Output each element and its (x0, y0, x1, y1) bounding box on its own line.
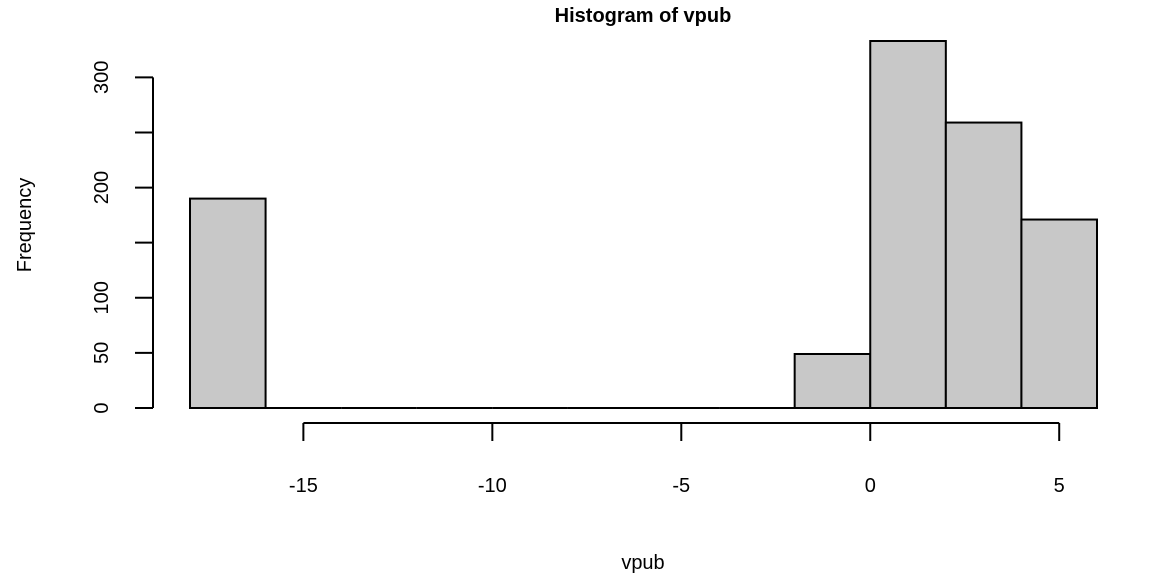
y-tick-label: 0 (91, 402, 113, 413)
chart-title: Histogram of vpub (555, 5, 732, 27)
x-axis: -15 -10 -5 0 5 (289, 422, 1065, 497)
x-axis-label: vpub (621, 552, 664, 574)
bars-group (189, 40, 1099, 410)
x-tick-label: -10 (478, 475, 507, 497)
histogram-bar (189, 197, 267, 409)
x-tick-label: 0 (865, 475, 876, 497)
x-tick-label: -15 (289, 475, 318, 497)
y-tick-label: 200 (91, 171, 113, 204)
y-tick-label: 300 (91, 61, 113, 94)
y-axis: 0 50 100 200 300 (91, 61, 154, 414)
y-axis-label: Frequency (14, 178, 36, 273)
histogram-bar (1020, 218, 1099, 409)
y-tick-label: 100 (91, 281, 113, 314)
histogram-bar (944, 121, 1023, 410)
y-tick-label: 50 (91, 342, 113, 364)
histogram-bar (793, 352, 872, 410)
x-tick-label: 5 (1054, 475, 1065, 497)
x-tick-label: -5 (672, 475, 690, 497)
histogram-bar (869, 40, 947, 409)
